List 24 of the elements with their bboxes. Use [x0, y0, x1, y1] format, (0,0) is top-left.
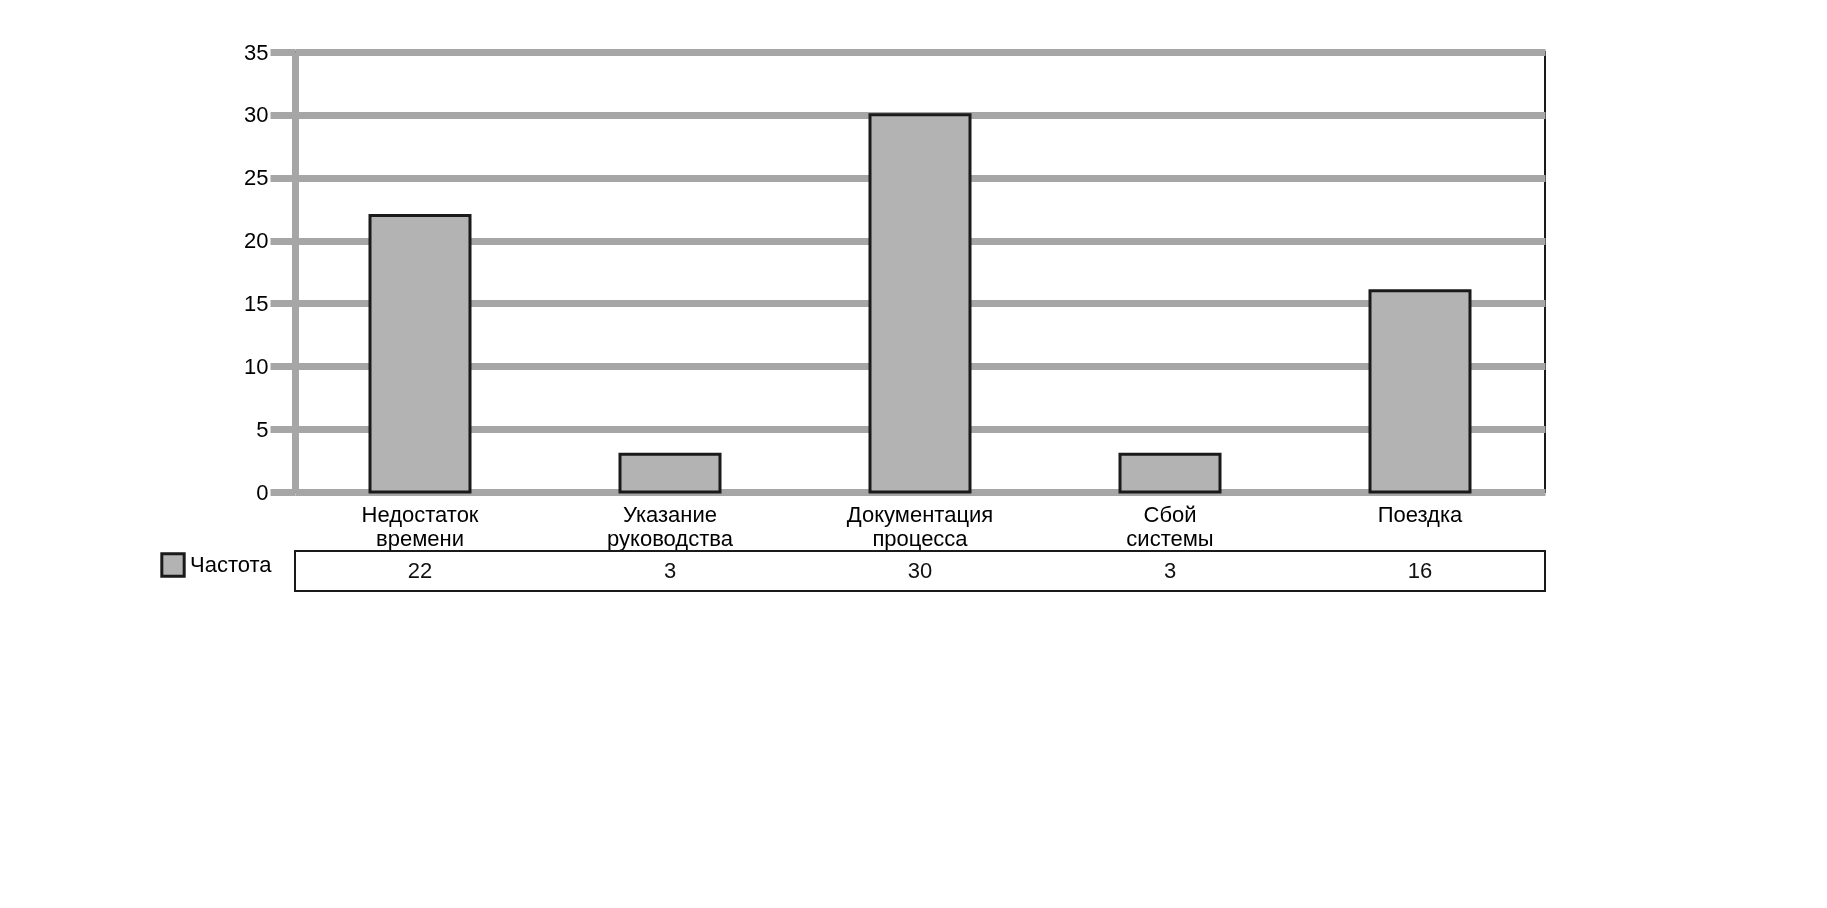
y-tick-label: 25 — [244, 165, 269, 191]
y-tick-label: 10 — [244, 353, 269, 379]
x-tick-label: Документация процесса — [846, 501, 994, 551]
y-tick-label: 20 — [244, 228, 269, 254]
y-tick-label: 0 — [256, 479, 269, 505]
data-label: 16 — [1407, 558, 1433, 583]
x-tick-label: Поездка — [1377, 501, 1464, 527]
bar — [1368, 289, 1472, 494]
data-label: 22 — [407, 558, 433, 583]
y-tick-label: 5 — [256, 416, 269, 442]
data-label: 30 — [907, 558, 933, 583]
legend-label: Частота — [190, 552, 273, 577]
bar — [868, 113, 972, 494]
y-tick-label: 15 — [244, 290, 269, 316]
data-label: 3 — [663, 558, 677, 583]
y-tick-label: 35 — [244, 39, 269, 65]
bar — [1118, 452, 1222, 494]
bar — [618, 452, 722, 494]
bar — [368, 213, 472, 494]
y-tick-label: 30 — [244, 102, 269, 128]
x-tick-label: Недостаток времени — [361, 501, 479, 551]
x-tick-label: Сбой системы — [1126, 501, 1214, 551]
x-tick-label: Указание руководства — [607, 501, 734, 551]
data-label: 3 — [1163, 558, 1177, 583]
